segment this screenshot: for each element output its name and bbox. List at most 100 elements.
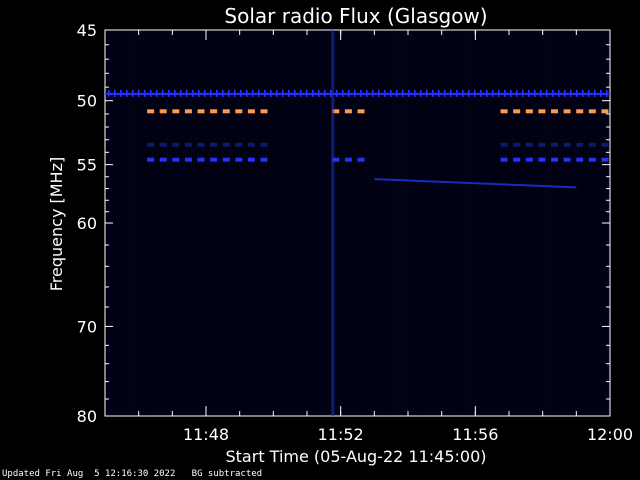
band-tick [120,89,122,97]
band-dash [147,109,155,114]
y-axis-label: Frequency [MHz] [47,157,66,291]
noise-streak [188,31,189,415]
band-dash [260,157,268,162]
band-tick [606,89,608,97]
band-dash [357,109,365,114]
noise-streak [206,31,207,415]
band-tick [444,89,446,97]
spectral-features [105,30,610,416]
noise-streak [359,31,360,415]
noise-streak [218,31,219,415]
noise-streak [386,31,387,415]
band-dash [513,109,521,114]
noise-streak [545,31,546,415]
band-tick [264,89,266,97]
noise-streak [530,31,531,415]
band-dash [601,157,609,162]
noise-streak [581,31,582,415]
band-dash [197,142,205,147]
band-dash [525,109,533,114]
noise-streak [461,31,462,415]
noise-streak [371,31,372,415]
noise-streak [287,31,288,415]
noise-streak [575,31,576,415]
noise-streak [509,31,510,415]
noise-streak [482,31,483,415]
band-dash [172,142,180,147]
noise-streak [116,31,117,415]
noise-streak [464,31,465,415]
band-tick [474,89,476,97]
noise-streak [383,31,384,415]
band-tick [252,89,254,97]
noise-streak [497,31,498,415]
band-tick [192,89,194,97]
band-dash [247,157,255,162]
band-dash [247,109,255,114]
noise-streak [485,31,486,415]
band-tick [162,89,164,97]
band-tick [114,89,116,97]
noise-streak [185,31,186,415]
band-dash [563,157,571,162]
noise-streak [197,31,198,415]
noise-streak [215,31,216,415]
noise-streak [449,31,450,415]
noise-streak [413,31,414,415]
noise-streak [419,31,420,415]
noise-streak [275,31,276,415]
noise-streak [389,31,390,415]
noise-streak [125,31,126,415]
noise-streak [293,31,294,415]
band-tick [210,89,212,97]
noise-streak [521,31,522,415]
noise-streak [590,31,591,415]
noise-streak [488,31,489,415]
noise-streak [584,31,585,415]
noise-streak [410,31,411,415]
band-dash [184,157,192,162]
band-tick [534,89,536,97]
x-axis-label: Start Time (05-Aug-22 11:45:00) [226,447,487,466]
band-tick [498,89,500,97]
noise-streak [209,31,210,415]
band-tick [528,89,530,97]
noise-streak [554,31,555,415]
noise-streak [305,31,306,415]
noise-streak [467,31,468,415]
y-tick-label: 45 [77,21,97,40]
band-dash [588,142,596,147]
band-dash [147,157,155,162]
noise-streak [593,31,594,415]
noise-streak [161,31,162,415]
noise-streak [143,31,144,415]
noise-streak [149,31,150,415]
band-tick [462,89,464,97]
noise-streak [194,31,195,415]
band-dash [551,157,558,162]
noise-streak [380,31,381,415]
noise-streak [311,31,312,415]
noise-streak [596,31,597,415]
band-dash [344,157,352,162]
noise-streak [515,31,516,415]
band-dash [159,157,167,162]
band-tick [594,89,596,97]
bg-subtracted-note: BG subtracted [191,469,263,479]
band-tick [306,89,308,97]
band-tick [282,89,284,97]
band-dash [172,109,180,114]
band-dash [172,157,180,162]
band-tick [420,89,422,97]
noise-streak [548,31,549,415]
band-tick [354,89,356,97]
noise-streak [341,31,342,415]
band-tick [492,89,494,97]
band-tick [414,89,416,97]
noise-streak [230,31,231,415]
noise-streak [182,31,183,415]
band-tick [246,89,248,97]
band-dash [563,109,571,114]
noise-streak [308,31,309,415]
